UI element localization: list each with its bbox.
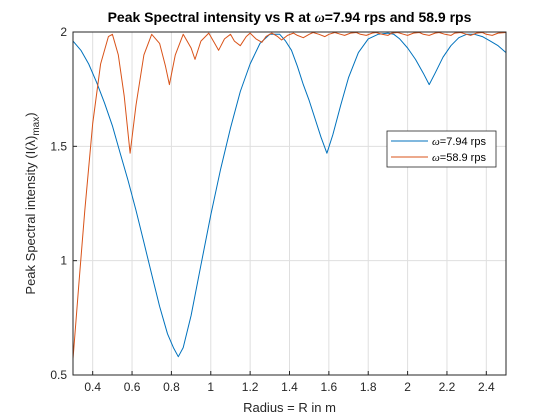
x-tick-label: 2.2 — [439, 380, 456, 394]
legend-text-series-1: =7.94 rps — [440, 136, 487, 148]
chart-title: Peak Spectral intensity vs R at ω=7.94 r… — [108, 9, 472, 26]
x-tick-label: 1 — [207, 380, 214, 394]
chart-title-prefix: Peak Spectral intensity vs R at — [108, 9, 315, 25]
y-tick-label: 1.5 — [50, 139, 67, 153]
ticks: 0.4 0.6 0.8 1 1.2 1.4 1.6 1.8 2 2.2 2.4 0.5 1 1.5 2 — [50, 25, 495, 394]
legend-label-series-2: ω=58.9 rps — [432, 152, 486, 164]
y-tick-label: 1 — [60, 254, 67, 268]
x-tick-label: 1.2 — [242, 380, 259, 394]
x-tick-label: 0.4 — [84, 380, 101, 394]
y-axis-label: Peak Spectral intensity (I(λ)max) — [23, 112, 42, 294]
legend-text-series-2: =58.9 rps — [440, 152, 487, 164]
x-axis-label: Radius = R in m — [243, 400, 336, 415]
y-tick-label: 0.5 — [50, 368, 67, 382]
y-tick-label: 2 — [60, 25, 67, 39]
y-axis-label-main: Peak Spectral intensity (I(λ) — [23, 136, 38, 295]
x-tick-label: 1.6 — [321, 380, 338, 394]
x-tick-label: 2.4 — [478, 380, 495, 394]
x-tick-label: 1.8 — [360, 380, 377, 394]
series-line-1 — [72, 32, 507, 358]
series-line-2 — [72, 32, 507, 360]
legend-label-series-1: ω=7.94 rps — [432, 136, 486, 148]
x-tick-label: 2 — [404, 380, 411, 394]
y-axis-label-end: ) — [23, 112, 38, 116]
chart-title-omega: ω — [315, 11, 325, 26]
legend-omega-series-2: ω — [432, 152, 440, 164]
x-tick-label: 1.4 — [281, 380, 298, 394]
legend-omega-series-1: ω — [432, 136, 440, 148]
legend: ω=7.94 rps ω=58.9 rps — [386, 130, 497, 168]
chart-title-suffix: =7.94 rps and 58.9 rps — [325, 9, 472, 25]
legend-box — [386, 130, 497, 168]
series-layer — [72, 32, 507, 360]
x-tick-label: 0.6 — [124, 380, 141, 394]
x-tick-label: 0.8 — [163, 380, 180, 394]
y-axis-label-sub: max — [31, 117, 42, 136]
